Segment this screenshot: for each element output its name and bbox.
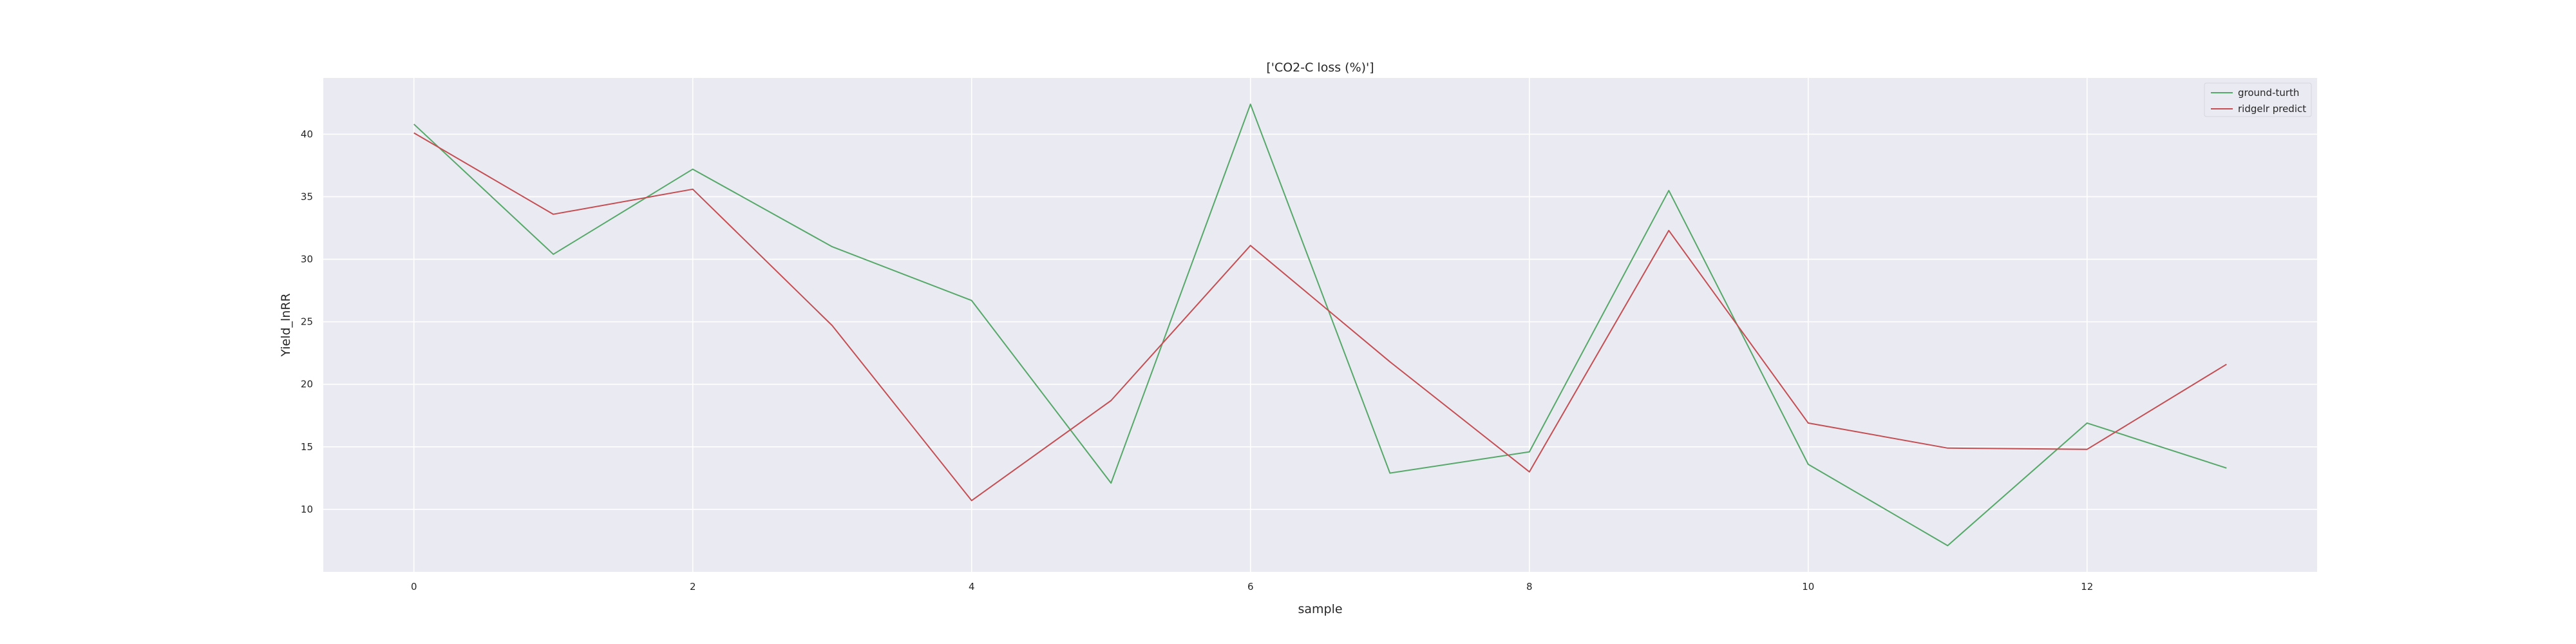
x-tick-label: 12 xyxy=(2081,581,2093,592)
y-tick-label: 25 xyxy=(301,316,313,328)
legend-label-ground-turth: ground-turth xyxy=(2238,87,2299,99)
chart-title: ['CO2-C loss (%)'] xyxy=(1266,61,1374,75)
y-tick-label: 10 xyxy=(301,504,313,515)
series-line-ground-turth xyxy=(413,103,2227,547)
grid-lines xyxy=(323,78,2317,572)
x-tick-label: 4 xyxy=(969,581,975,592)
x-tick-label: 10 xyxy=(1802,581,1814,592)
x-tick-label: 6 xyxy=(1247,581,1254,592)
y-axis-title: Yield_lnRR xyxy=(279,293,293,357)
y-tick-label: 15 xyxy=(301,441,313,453)
x-tick-label: 0 xyxy=(411,581,417,592)
y-tick-label: 40 xyxy=(301,128,313,140)
x-tick-label: 2 xyxy=(690,581,696,592)
tick-labels: 0 2 4 6 8 10 12 10 15 20 25 30 35 40 xyxy=(301,128,2093,592)
plot-background xyxy=(323,78,2317,572)
y-tick-label: 30 xyxy=(301,254,313,265)
series-line-ridgelr-predict xyxy=(413,132,2227,502)
legend-label-ridgelr-predict: ridgelr predict xyxy=(2238,103,2306,115)
y-tick-label: 20 xyxy=(301,379,313,390)
y-tick-label: 35 xyxy=(301,191,313,202)
series-lines xyxy=(413,103,2227,547)
x-axis-title: sample xyxy=(1298,602,1342,616)
legend: ground-turth ridgelr predict xyxy=(2204,82,2312,117)
x-tick-label: 8 xyxy=(1526,581,1533,592)
